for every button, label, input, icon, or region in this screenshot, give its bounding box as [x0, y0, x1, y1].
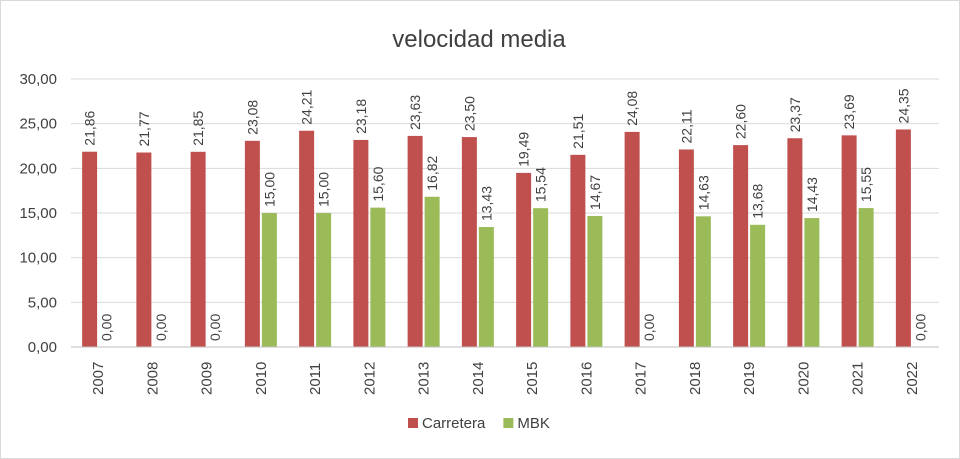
data-label-carretera: 23,08 — [244, 100, 260, 135]
data-label-mbk: 0,00 — [912, 314, 928, 341]
bar-carretera — [136, 152, 152, 347]
bar-carretera — [190, 151, 206, 347]
data-label-mbk: 16,82 — [424, 155, 440, 190]
bar-carretera — [299, 130, 315, 347]
bar-mbk — [750, 224, 766, 347]
data-label-mbk: 15,00 — [316, 172, 332, 207]
data-label-mbk: 13,43 — [478, 186, 494, 221]
x-tick-label: 2019 — [741, 362, 758, 395]
data-label-mbk: 15,60 — [370, 166, 386, 201]
data-label-mbk: 14,67 — [587, 175, 603, 210]
bar-carretera — [82, 151, 98, 347]
legend-label: Carretera — [422, 415, 486, 432]
y-tick-label: 30,00 — [19, 71, 57, 88]
bar-mbk — [261, 213, 277, 347]
legend-swatch — [503, 418, 514, 428]
data-label-carretera: 21,51 — [570, 114, 586, 149]
x-tick-label: 2009 — [199, 362, 216, 395]
bar-mbk — [478, 227, 494, 347]
y-tick-label: 25,00 — [19, 116, 57, 133]
legend-swatch — [408, 418, 418, 428]
x-tick-label: 2017 — [633, 362, 650, 395]
data-label-carretera: 21,77 — [136, 111, 152, 146]
data-label-mbk: 14,63 — [695, 175, 711, 210]
data-label-carretera: 23,69 — [841, 94, 857, 129]
bar-carretera — [461, 137, 477, 347]
bar-carretera — [516, 172, 532, 347]
data-label-mbk: 15,54 — [533, 167, 549, 202]
y-tick-label: 10,00 — [19, 250, 57, 267]
bar-carretera — [733, 145, 749, 347]
bar-carretera — [624, 131, 640, 347]
bar-carretera — [570, 154, 586, 347]
data-label-mbk: 0,00 — [99, 314, 115, 341]
x-tick-label: 2020 — [795, 362, 812, 395]
gridlines — [71, 78, 939, 348]
data-label-mbk: 0,00 — [207, 314, 223, 341]
data-label-carretera: 23,37 — [787, 97, 803, 132]
data-label-mbk: 15,55 — [858, 167, 874, 202]
data-label-carretera: 21,86 — [82, 110, 98, 145]
x-tick-label: 2012 — [361, 362, 378, 395]
y-tick-label: 20,00 — [19, 160, 57, 177]
data-label-mbk: 0,00 — [641, 314, 657, 341]
data-label-carretera: 19,49 — [516, 132, 532, 167]
x-axis-ticks: 2007 2008 2009 2010 2011 2012 2013 2014 2015 2016… — [71, 346, 939, 395]
x-tick-label: 2018 — [687, 362, 704, 395]
bar-mbk — [533, 208, 549, 347]
x-tick-label: 2011 — [307, 363, 324, 395]
data-label-carretera: 24,08 — [624, 91, 640, 126]
data-label-carretera: 23,63 — [407, 95, 423, 130]
bar-mbk — [316, 213, 332, 347]
bar-mbk — [424, 196, 440, 347]
legend: Carretera MBK — [408, 415, 550, 432]
bar-carretera — [841, 135, 857, 347]
x-tick-label: 2021 — [850, 362, 867, 395]
x-tick-label: 2016 — [578, 362, 595, 395]
data-label-mbk: 0,00 — [153, 314, 169, 341]
data-label-carretera: 23,18 — [353, 99, 369, 134]
data-label-carretera: 24,35 — [895, 88, 911, 123]
data-label-carretera: 22,60 — [733, 104, 749, 139]
bar-carretera — [353, 139, 369, 347]
bar-mbk — [695, 216, 711, 347]
bar-carretera — [678, 149, 694, 347]
data-label-carretera: 23,50 — [461, 96, 477, 131]
x-tick-label: 2010 — [253, 362, 270, 395]
bar-carretera — [895, 129, 911, 347]
data-label-carretera: 22,11 — [678, 109, 694, 143]
data-label-mbk: 13,68 — [750, 184, 766, 219]
data-label-carretera: 21,85 — [190, 111, 206, 146]
x-tick-label: 2007 — [90, 362, 107, 395]
bars — [82, 129, 911, 347]
x-tick-label: 2014 — [470, 362, 487, 395]
x-tick-label: 2008 — [144, 362, 161, 395]
legend-label: MBK — [517, 415, 550, 432]
bar-carretera — [407, 135, 423, 347]
bar-carretera — [244, 140, 260, 347]
x-tick-label: 2022 — [904, 362, 921, 395]
chart-title: velocidad media — [392, 26, 566, 53]
y-tick-label: 0,00 — [28, 339, 57, 356]
bar-mbk — [370, 207, 386, 347]
x-tick-label: 2015 — [524, 362, 541, 395]
bar-carretera — [787, 138, 803, 347]
bar-mbk — [587, 215, 603, 347]
data-label-mbk: 15,00 — [261, 172, 277, 207]
y-tick-label: 5,00 — [28, 294, 57, 311]
bar-mbk — [858, 208, 874, 347]
y-tick-label: 15,00 — [19, 205, 57, 222]
data-label-mbk: 14,43 — [804, 177, 820, 212]
x-tick-label: 2013 — [416, 362, 433, 395]
y-axis-ticks: 0,00 5,00 10,00 15,00 20,00 25,00 30,00 — [19, 71, 57, 356]
data-label-carretera: 24,21 — [299, 89, 315, 124]
bar-mbk — [804, 218, 820, 347]
data-labels: 21,86 0,00 21,77 0,00 21,85 0,00 23,08 15,00 24,… — [82, 88, 929, 341]
